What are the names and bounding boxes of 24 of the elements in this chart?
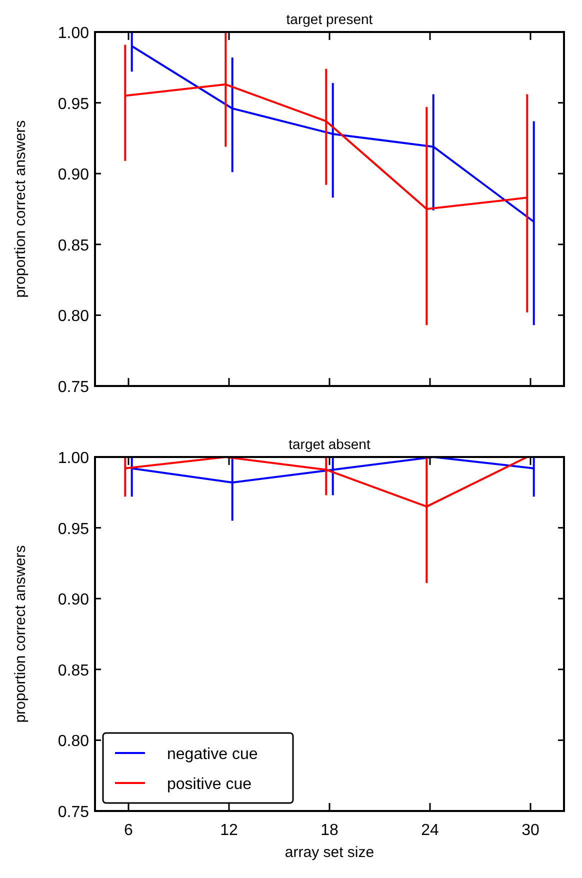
y-tick-label: 0.85 <box>58 237 90 254</box>
y-tick-label: 1.00 <box>58 450 90 467</box>
y-tick-label: 0.95 <box>58 520 90 538</box>
legend-label: positive cue <box>167 776 252 793</box>
y-tick-label: 0.90 <box>58 166 90 184</box>
y-tick-label: 0.75 <box>58 804 90 821</box>
y-tick-label: 1.00 <box>58 25 90 42</box>
chart-title: target present <box>286 11 373 27</box>
y-tick-label: 0.85 <box>58 662 90 680</box>
y-tick-label: 0.80 <box>58 308 90 326</box>
x-tick-label: 30 <box>522 822 540 839</box>
y-tick-label: 0.90 <box>58 592 90 609</box>
x-tick-label: 12 <box>220 822 238 839</box>
y-axis-title: proportion correct answers <box>12 120 29 298</box>
y-tick-label: 0.95 <box>58 96 90 113</box>
y-tick-label: 0.75 <box>58 379 90 396</box>
x-axis-title: array set size <box>284 844 374 861</box>
y-tick-label: 0.80 <box>58 733 90 750</box>
legend-label: negative cue <box>167 746 258 763</box>
x-tick-label: 6 <box>124 822 134 839</box>
x-tick-label: 18 <box>320 822 338 839</box>
chart-title: target absent <box>288 436 370 452</box>
x-tick-label: 24 <box>421 822 439 839</box>
y-axis-title: proportion correct answers <box>12 545 29 723</box>
